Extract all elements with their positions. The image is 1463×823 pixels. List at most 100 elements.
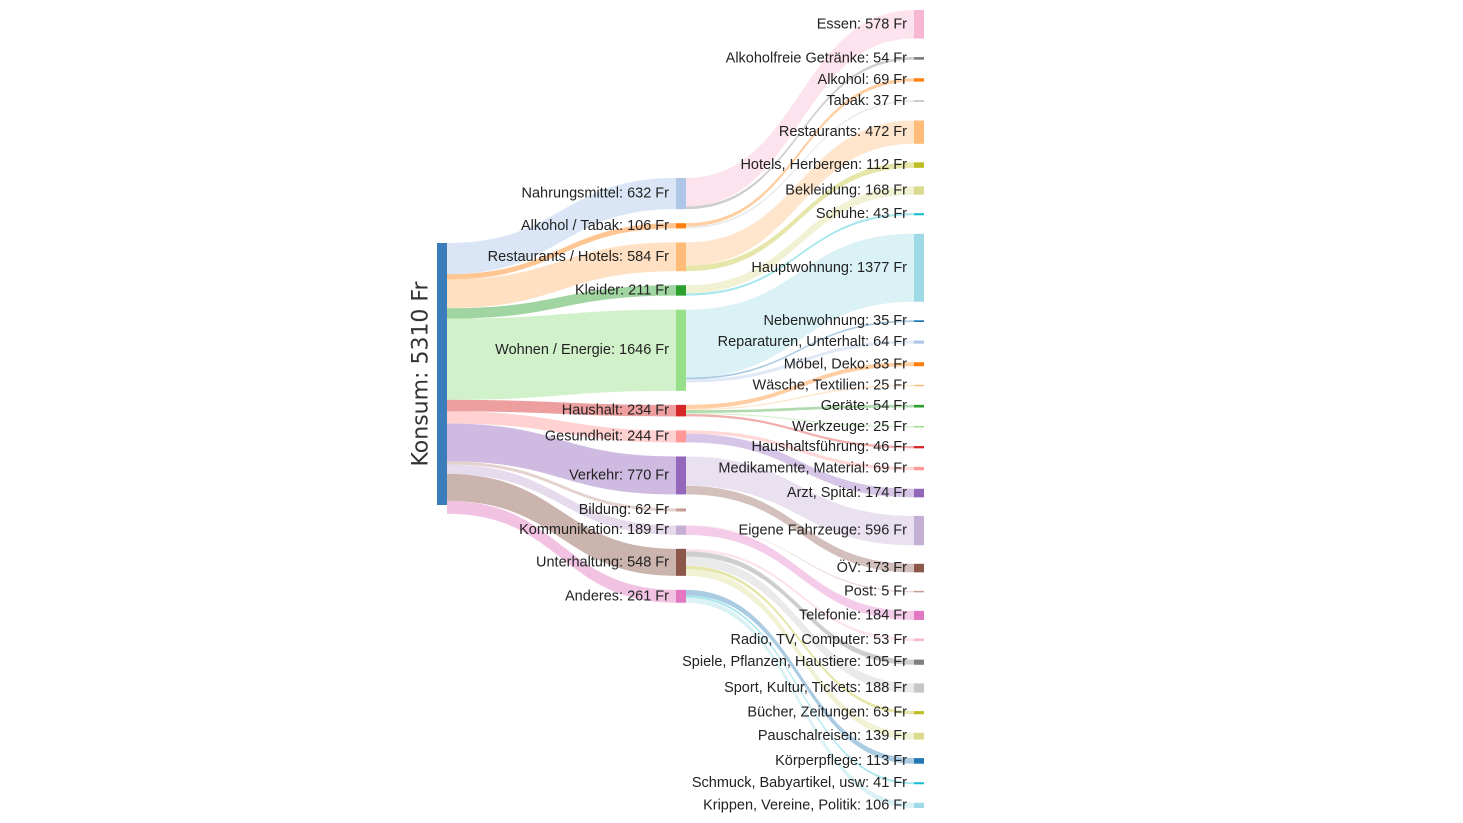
label-haushalt: Haushalt: 234 Fr — [562, 403, 669, 419]
node-krippen-vereine-politik — [914, 802, 924, 808]
node-essen — [914, 10, 924, 39]
label-alkohol-tabak: Alkohol / Tabak: 106 Fr — [521, 218, 669, 234]
link-anderes-krippen-vereine-politik — [686, 597, 914, 808]
link-nahrungsmittel-alkoholfreie-getraenke — [686, 57, 914, 210]
node-geraete — [914, 404, 924, 408]
label-schuhe: Schuhe: 43 Fr — [816, 206, 907, 222]
node-post — [914, 590, 924, 593]
sankey-links — [447, 10, 914, 808]
node-koerperpflege — [914, 758, 924, 764]
node-oev — [914, 563, 924, 573]
link-konsum-nahrungsmittel — [447, 178, 676, 275]
node-buecher-zeitungen — [914, 711, 924, 715]
node-wohnen-energie — [676, 309, 686, 391]
label-konsum: Konsum: 5310 Fr — [409, 281, 434, 467]
link-haushalt-waesche-textilien — [686, 384, 914, 411]
link-haushalt-geraete — [686, 404, 914, 413]
link-wohnen-energie-hauptwohnung — [686, 233, 914, 378]
link-wohnen-energie-reparaturen-unterhalt — [686, 340, 914, 383]
link-konsum-alkohol-tabak — [447, 223, 676, 280]
link-konsum-kleider — [447, 285, 676, 319]
label-kleider: Kleider: 211 Fr — [575, 282, 669, 298]
label-kommunikation: Kommunikation: 189 Fr — [519, 522, 669, 538]
node-anderes — [676, 589, 686, 603]
label-bekleidung: Bekleidung: 168 Fr — [785, 183, 907, 199]
node-alkoholfreie-getraenke — [914, 57, 924, 60]
label-restaurants-hotels: Restaurants / Hotels: 584 Fr — [488, 249, 669, 265]
node-alkohol-tabak — [676, 223, 686, 229]
link-verkehr-oev — [686, 485, 914, 573]
node-werkzeuge — [914, 426, 924, 428]
label-wohnen-energie: Wohnen / Energie: 1646 Fr — [495, 342, 669, 358]
link-anderes-schmuck-babyartikel-usw — [686, 595, 914, 785]
label-hauptwohnung: Hauptwohnung: 1377 Fr — [751, 260, 907, 276]
node-kommunikation — [676, 525, 686, 535]
label-moebel-deko: Möbel, Deko: 83 Fr — [784, 356, 907, 372]
link-konsum-wohnen-energie — [447, 309, 676, 400]
label-radio-tv-computer: Radio, TV, Computer: 53 Fr — [731, 632, 908, 648]
node-nebenwohnung — [914, 320, 924, 323]
link-alkohol-tabak-alkohol — [686, 78, 914, 227]
link-haushalt-werkzeuge — [686, 412, 914, 428]
label-waesche-textilien: Wäsche, Textilien: 25 Fr — [753, 378, 908, 394]
node-radio-tv-computer — [914, 638, 924, 642]
label-koerperpflege: Körperpflege: 113 Fr — [775, 753, 907, 769]
node-hauptwohnung — [914, 233, 924, 302]
node-haushaltsfuehrung — [914, 446, 924, 449]
link-nahrungsmittel-essen — [686, 10, 914, 207]
link-konsum-unterhaltung — [447, 473, 676, 576]
link-konsum-anderes — [447, 500, 676, 603]
label-arzt-spital: Arzt, Spital: 174 Fr — [787, 485, 907, 501]
label-restaurants: Restaurants: 472 Fr — [779, 124, 907, 140]
node-eigene-fahrzeuge — [914, 515, 924, 546]
link-anderes-koerperpflege — [686, 589, 914, 764]
link-wohnen-energie-nebenwohnung — [686, 320, 914, 380]
link-konsum-gesundheit — [447, 411, 676, 443]
sankey-nodes — [437, 10, 924, 808]
label-unterhaltung: Unterhaltung: 548 Fr — [536, 554, 669, 570]
label-spiele-pflanzen-haustiere: Spiele, Pflanzen, Haustiere: 105 Fr — [682, 654, 907, 670]
node-nahrungsmittel — [676, 178, 686, 210]
link-unterhaltung-pauschalreisen — [686, 568, 914, 740]
sankey-labels: Nahrungsmittel: 632 Fr Alkohol / Tabak: 1… — [409, 16, 908, 813]
label-hotels-herbergen: Hotels, Herbergen: 112 Fr — [740, 157, 907, 173]
link-unterhaltung-sport-kultur-tickets — [686, 556, 914, 693]
label-reparaturen-unterhalt: Reparaturen, Unterhalt: 64 Fr — [718, 334, 908, 350]
label-medikamente-material: Medikamente, Material: 69 Fr — [718, 461, 907, 477]
label-telefonie: Telefonie: 184 Fr — [799, 607, 907, 623]
link-haushalt-moebel-deko — [686, 362, 914, 409]
link-restaurants-hotels-restaurants — [686, 120, 914, 266]
label-schmuck-babyartikel-usw: Schmuck, Babyartikel, usw: 41 Fr — [692, 775, 907, 791]
label-verkehr: Verkehr: 770 Fr — [569, 467, 669, 483]
link-gesundheit-arzt-spital — [686, 433, 914, 498]
node-kleider — [676, 285, 686, 296]
label-alkohol: Alkohol: 69 Fr — [818, 72, 908, 88]
link-konsum-kommunikation — [447, 464, 676, 535]
label-sport-kultur-tickets: Sport, Kultur, Tickets: 188 Fr — [724, 680, 907, 696]
node-telefonie — [914, 610, 924, 620]
label-oev: ÖV: 173 Fr — [837, 558, 908, 576]
node-schmuck-babyartikel-usw — [914, 782, 924, 785]
label-anderes: Anderes: 261 Fr — [565, 588, 669, 604]
link-haushalt-haushaltsfuehrung — [686, 414, 914, 449]
label-geraete: Geräte: 54 Fr — [821, 398, 907, 414]
link-restaurants-hotels-hotels-herbergen — [686, 162, 914, 272]
label-buecher-zeitungen: Bücher, Zeitungen: 63 Fr — [747, 705, 907, 721]
label-nahrungsmittel: Nahrungsmittel: 632 Fr — [522, 186, 670, 202]
node-bildung — [676, 508, 686, 512]
node-reparaturen-unterhalt — [914, 340, 924, 344]
node-sport-kultur-tickets — [914, 683, 924, 693]
node-restaurants-hotels — [676, 242, 686, 272]
link-kommunikation-telefonie — [686, 525, 914, 620]
node-tabak — [914, 100, 924, 102]
link-konsum-verkehr — [447, 423, 676, 495]
label-krippen-vereine-politik: Krippen, Vereine, Politik: 106 Fr — [703, 797, 907, 813]
label-gesundheit: Gesundheit: 244 Fr — [545, 428, 669, 444]
node-alkohol — [914, 78, 924, 82]
node-schuhe — [914, 213, 924, 216]
link-kleider-bekleidung — [686, 186, 914, 294]
node-haushalt — [676, 404, 686, 417]
link-unterhaltung-spiele-pflanzen-haustiere — [686, 551, 914, 665]
node-verkehr — [676, 456, 686, 495]
